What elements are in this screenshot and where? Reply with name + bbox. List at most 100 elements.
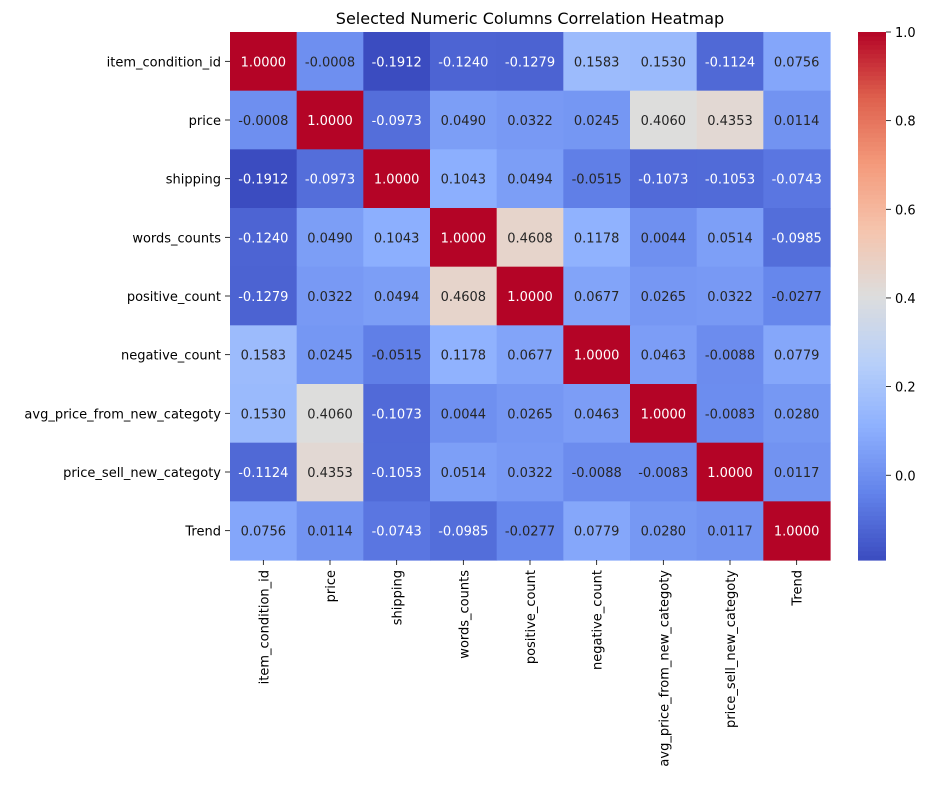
colorbar-segment <box>858 388 886 394</box>
cell-value-label: 0.0463 <box>641 349 687 364</box>
cell-value-label: 0.1530 <box>241 407 287 422</box>
cell-value-label: 0.0114 <box>307 525 353 540</box>
heatmap-cell <box>696 266 764 326</box>
x-tick-label: price <box>324 570 339 602</box>
heatmap-cell <box>430 266 498 326</box>
colorbar-segment <box>858 260 886 266</box>
heatmap-cell <box>430 32 498 92</box>
colorbar-segment <box>858 221 886 227</box>
colorbar-segment <box>858 238 886 244</box>
colorbar-segment <box>858 318 886 323</box>
colorbar-segment <box>858 546 886 552</box>
heatmap-cell <box>563 208 631 268</box>
colorbar-segment <box>858 304 886 310</box>
cell-value-label: 0.0494 <box>374 290 420 305</box>
cell-value-label: -0.1240 <box>438 55 488 70</box>
y-tick-label: positive_count <box>127 290 221 305</box>
colorbar-segment <box>858 340 886 345</box>
cell-value-label: -0.0008 <box>238 114 288 129</box>
colorbar-segment <box>858 331 886 337</box>
cell-value-label: -0.0973 <box>305 173 355 188</box>
colorbar-segment <box>858 406 886 411</box>
colorbar-segment <box>858 155 886 161</box>
heatmap-cell <box>230 442 298 502</box>
colorbar-segment <box>858 137 886 143</box>
heatmap-cell <box>696 149 764 209</box>
heatmap-cell <box>696 32 764 92</box>
cell-value-label: -0.1912 <box>372 55 422 70</box>
colorbar-segment <box>858 485 886 491</box>
colorbar-segment <box>858 489 886 495</box>
heatmap-cell <box>496 442 564 502</box>
colorbar-segment <box>858 98 886 103</box>
heatmap-cell <box>363 90 431 150</box>
colorbar-segment <box>858 498 886 504</box>
colorbar-segment <box>858 375 886 381</box>
heatmap-cell <box>230 266 298 326</box>
heatmap-cell <box>363 384 431 444</box>
heatmap-cell <box>430 501 498 561</box>
heatmap-cell <box>763 90 831 150</box>
colorbar-segment <box>858 278 886 284</box>
colorbar-segment <box>858 441 886 447</box>
colorbar-segment <box>858 533 886 539</box>
cell-value-label: 0.0265 <box>641 290 687 305</box>
cell-value-label: -0.1912 <box>238 173 288 188</box>
heatmap-cell <box>363 442 431 502</box>
cell-value-label: 0.0756 <box>241 525 287 540</box>
colorbar-segment <box>858 32 886 37</box>
cell-value-label: 1.0000 <box>707 466 753 481</box>
cell-value-label: -0.0515 <box>372 349 422 364</box>
colorbar-segment <box>858 384 886 389</box>
cell-value-label: 0.4060 <box>307 407 353 422</box>
colorbar-segment <box>858 216 886 222</box>
heatmap-cell <box>696 442 764 502</box>
colorbar-segment <box>858 472 886 477</box>
colorbar-segment <box>858 150 886 156</box>
colorbar-segment <box>858 190 886 196</box>
cell-value-label: 1.0000 <box>307 114 353 129</box>
cell-value-label: 0.0245 <box>307 349 353 364</box>
heatmap-cell <box>563 442 631 502</box>
colorbar-segment <box>858 71 886 77</box>
heatmap-cell <box>230 149 298 209</box>
cell-value-label: -0.1240 <box>238 231 288 246</box>
colorbar-tick-label: 0.2 <box>895 381 916 396</box>
heatmap-cell <box>296 208 364 268</box>
y-tick-label: Trend <box>184 525 221 540</box>
cell-value-label: 0.1043 <box>441 173 487 188</box>
colorbar-segment <box>858 423 886 429</box>
cell-value-label: 0.0490 <box>307 231 353 246</box>
cell-value-label: -0.1124 <box>238 466 288 481</box>
cell-value-label: 0.0514 <box>707 231 753 246</box>
colorbar-tick-label: 0.6 <box>895 203 916 218</box>
colorbar-tick-label: 0.0 <box>895 469 916 484</box>
heatmap-cell <box>430 208 498 268</box>
heatmap-cell <box>430 384 498 444</box>
colorbar-segment <box>858 128 886 134</box>
heatmap-cell <box>696 325 764 385</box>
heatmap-cell <box>230 90 298 150</box>
colorbar-segment <box>858 146 886 152</box>
colorbar-segment <box>858 212 886 218</box>
colorbar-segment <box>858 392 886 398</box>
cell-value-label: -0.0277 <box>505 525 555 540</box>
colorbar-segment <box>858 252 886 257</box>
x-tick-label: avg_price_from_new_categoty <box>657 570 672 767</box>
heatmap-cell <box>230 208 298 268</box>
colorbar-segment <box>858 172 886 178</box>
x-tick-label: shipping <box>391 570 406 625</box>
cell-value-label: 0.4608 <box>507 231 553 246</box>
cell-value-label: -0.1124 <box>705 55 755 70</box>
colorbar-segment <box>858 296 886 301</box>
colorbar-segment <box>858 300 886 306</box>
cell-value-label: -0.1279 <box>505 55 555 70</box>
heatmap-cell <box>430 325 498 385</box>
cell-value-label: 0.0117 <box>707 525 753 540</box>
cell-value-label: 0.0677 <box>574 290 620 305</box>
heatmap-cell <box>230 501 298 561</box>
heatmap-cell <box>496 208 564 268</box>
colorbar-segment <box>858 243 886 249</box>
heatmap-cell <box>630 149 698 209</box>
